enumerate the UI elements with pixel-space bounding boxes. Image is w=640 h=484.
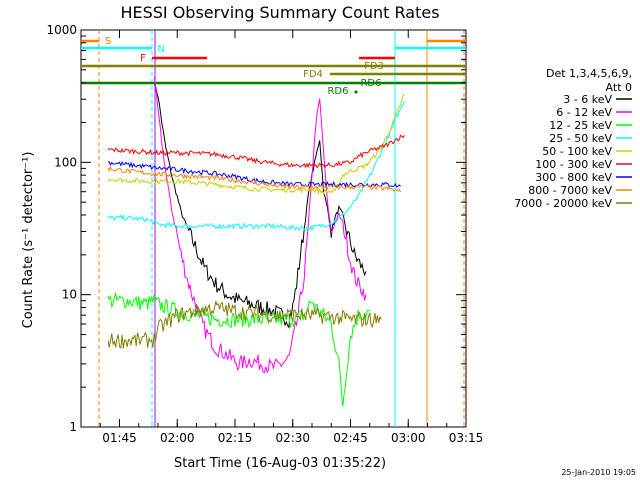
series-lines <box>107 76 405 407</box>
y-tick-label: 1 <box>69 420 77 434</box>
legend-entry-label: 300 - 800 keV <box>535 171 612 184</box>
x-tick-label: 03:00 <box>391 431 426 445</box>
y-tick-label: 1000 <box>46 23 77 37</box>
series-line <box>107 100 405 232</box>
axis-ticks: 01:45 02:00 02:15 02:30 02:45 03:00 03:15 1 10 10… <box>46 23 483 445</box>
x-tick-label: 02:45 <box>333 431 368 445</box>
x-tick-label: 02:00 <box>160 431 195 445</box>
y-axis-label: Count Rate (s⁻¹ detector⁻¹) <box>21 152 36 329</box>
legend-entry-label: 50 - 100 keV <box>542 145 612 158</box>
flag-label: RD6 <box>360 78 381 89</box>
series-line <box>154 84 367 329</box>
legend-entry-label: 100 - 300 keV <box>535 158 612 171</box>
legend-entry-label: 800 - 7000 keV <box>528 184 612 197</box>
series-line <box>107 291 371 407</box>
series-line <box>107 300 382 349</box>
legend-header-line-1: Det 1,3,4,5,6,9, <box>546 67 632 80</box>
series-line <box>107 134 405 169</box>
legend-entry-label: 7000 - 20000 keV <box>514 197 612 210</box>
x-tick-label: 03:15 <box>449 431 484 445</box>
flag-bars: S NF FD3 FD4 RD6 RD6 <box>81 30 466 427</box>
flag-dot <box>354 90 358 94</box>
flag-label: S <box>105 36 111 47</box>
flag-label: RD6 <box>327 86 348 97</box>
legend-entry-label: 12 - 25 keV <box>549 119 612 132</box>
x-tick-label: 01:45 <box>102 431 137 445</box>
legend-entry-label: 25 - 50 keV <box>549 132 612 145</box>
legend-header-line-2: Att 0 <box>606 81 632 94</box>
timestamp: 25-Jan-2010 19:05 <box>561 468 636 477</box>
series-line <box>107 160 401 189</box>
x-tick-label: 02:15 <box>218 431 253 445</box>
chart-title: HESSI Observing Summary Count Rates <box>120 3 439 22</box>
flag-label: FD4 <box>303 69 323 80</box>
series-line <box>107 93 405 196</box>
legend-entry-label: 3 - 6 keV <box>563 93 612 106</box>
y-tick-label: 100 <box>54 155 77 169</box>
flag-label: F <box>140 53 146 64</box>
y-tick-label: 10 <box>62 288 77 302</box>
flag-label: FD3 <box>364 61 384 72</box>
x-axis-label: Start Time (16-Aug-03 01:35:22) <box>174 456 386 471</box>
series-line <box>153 76 367 374</box>
flag-label: N <box>157 44 164 55</box>
series-line <box>107 165 402 193</box>
legend-entry-label: 6 - 12 keV <box>556 106 612 119</box>
x-tick-label: 02:30 <box>275 431 310 445</box>
